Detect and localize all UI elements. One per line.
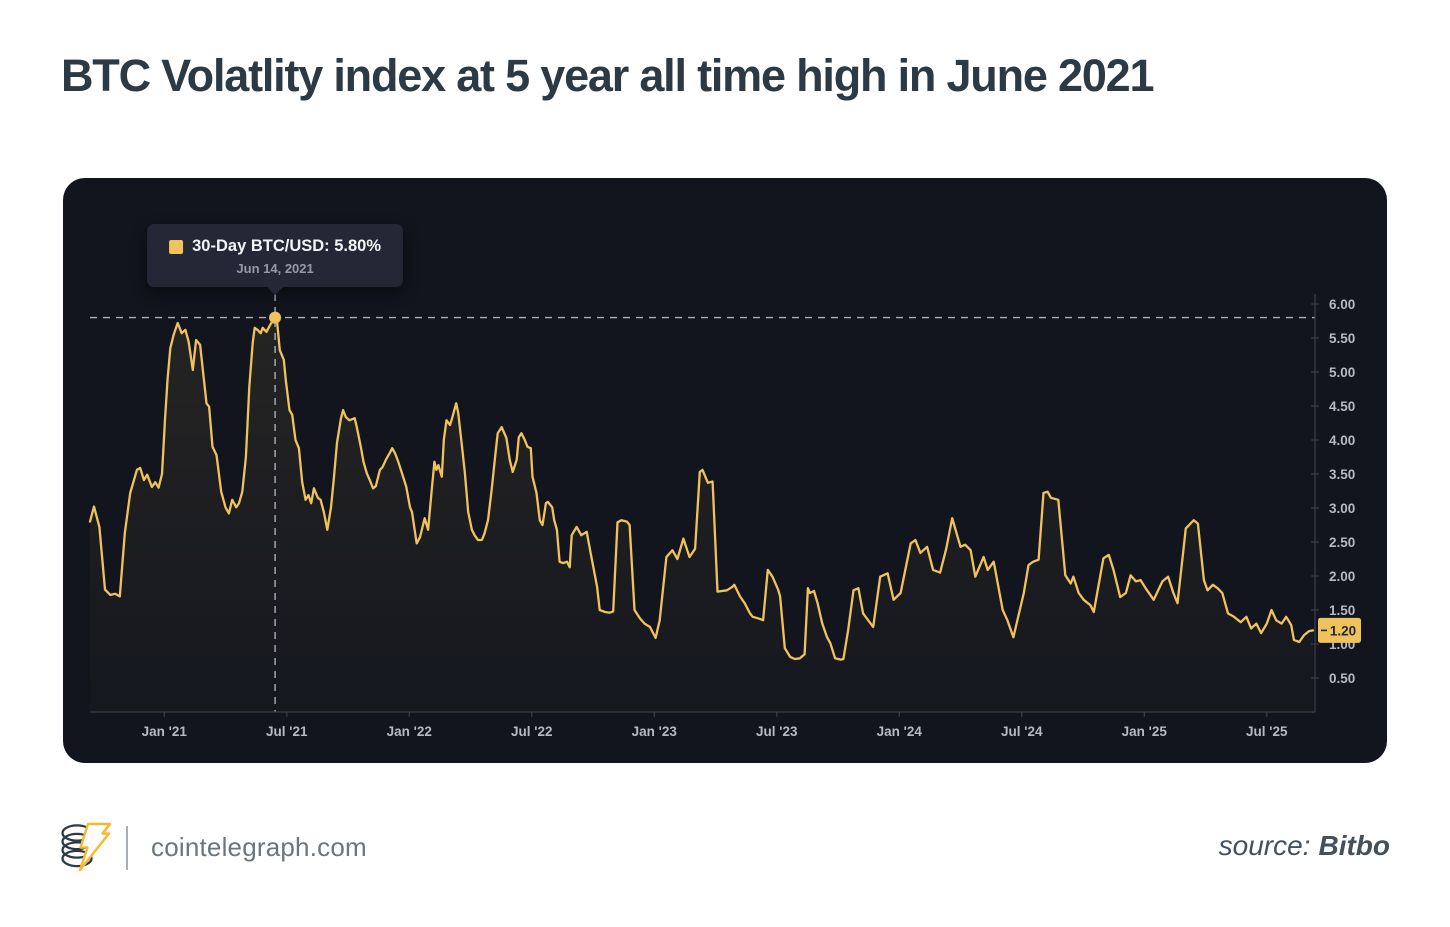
y-tick-label: 5.00	[1329, 365, 1355, 380]
marker-dot[interactable]	[269, 311, 282, 324]
page-title: BTC Volatlity index at 5 year all time h…	[61, 50, 1155, 101]
x-tick-label: Jan '23	[632, 724, 678, 739]
current-value-text: 1.20	[1330, 623, 1356, 638]
series-line	[88, 316, 1315, 661]
series-area	[90, 317, 1313, 712]
chart-panel: 0.50 1.00 1.50 2.00 2.50 3.00 3.50 4.00 4.50 5.00…	[63, 178, 1387, 763]
tooltip: 30-Day BTC/USD: 5.80% Jun 14, 2021	[147, 224, 404, 295]
x-tick-label: Jan '21	[142, 724, 188, 739]
y-tick-label: 4.50	[1329, 399, 1355, 414]
source-label: source:	[1218, 830, 1311, 861]
y-tick-label: 5.50	[1329, 331, 1355, 346]
source-credit: source: Bitbo	[1219, 830, 1390, 862]
tooltip-caret-icon	[266, 286, 285, 295]
y-tick-label: 1.50	[1329, 603, 1355, 618]
y-tick-label: 0.50	[1329, 671, 1355, 686]
tooltip-date: Jun 14, 2021	[236, 261, 314, 276]
footer-divider	[126, 826, 128, 870]
source-name: Bitbo	[1318, 830, 1390, 861]
x-tick-label: Jan '22	[387, 724, 432, 739]
x-tick-label: Jul '23	[756, 724, 798, 739]
volatility-line-chart[interactable]: 0.501.001.502.002.503.003.504.004.505.00…	[63, 178, 1387, 763]
footer-site-url: cointelegraph.com	[151, 832, 367, 862]
x-tick-label: Jul '25	[1246, 724, 1288, 739]
x-tick-label: Jul '24	[1001, 724, 1043, 739]
tooltip-label: 30-Day BTC/USD: 5.80%	[192, 237, 382, 255]
y-tick-label: 6.00	[1329, 297, 1355, 312]
x-tick-label: Jan '24	[877, 724, 923, 739]
y-tick-label: 4.00	[1329, 433, 1355, 448]
y-tick-label: 3.00	[1329, 501, 1355, 516]
series-swatch-icon	[169, 239, 184, 254]
current-value-badge	[1318, 617, 1361, 643]
y-tick-label: 2.00	[1329, 569, 1355, 584]
x-tick-label: Jul '22	[511, 724, 552, 739]
x-tick-label: Jan '25	[1122, 724, 1168, 739]
cointelegraph-logo-icon	[61, 822, 112, 872]
y-tick-label: 2.50	[1329, 535, 1355, 550]
x-tick-label: Jul '21	[266, 724, 308, 739]
y-tick-label: 3.50	[1329, 467, 1355, 482]
